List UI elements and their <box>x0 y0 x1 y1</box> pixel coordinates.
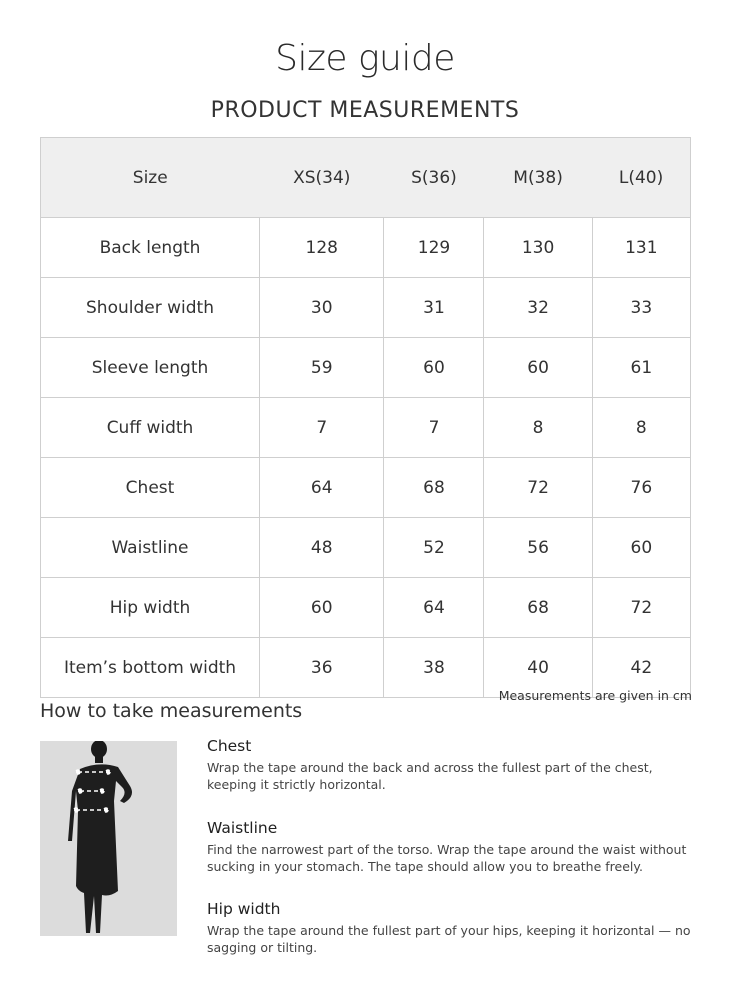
table-row: Sleeve length 59 60 60 61 <box>40 337 692 398</box>
row-label: Cuff width <box>40 397 260 458</box>
table-cell: 64 <box>383 577 485 638</box>
page-title: Size guide <box>275 38 455 79</box>
row-label: Hip width <box>40 577 260 638</box>
howto-heading: How to take measurements <box>40 700 303 722</box>
table-cell: 8 <box>591 397 692 458</box>
table-row: Shoulder width 30 31 32 33 <box>40 277 692 338</box>
instruction-title: Chest <box>207 737 252 755</box>
table-row: Item’s bottom width 36 38 40 42 <box>40 637 692 698</box>
table-cell: 52 <box>383 517 485 578</box>
table-cell: 60 <box>258 577 385 638</box>
column-header: S(36) <box>383 137 484 218</box>
table-cell: 72 <box>483 457 593 518</box>
table-row: Back length 128 129 130 131 <box>40 217 692 278</box>
table-cell: 60 <box>591 517 692 578</box>
table-cell: 7 <box>383 397 485 458</box>
table-cell: 32 <box>483 277 593 338</box>
instruction-title: Hip width <box>207 900 281 918</box>
table-cell: 64 <box>258 457 385 518</box>
column-header: L(40) <box>592 137 692 218</box>
row-label: Item’s bottom width <box>40 637 260 698</box>
unit-note: Measurements are given in cm <box>498 688 692 703</box>
table-cell: 33 <box>591 277 692 338</box>
table-cell: 31 <box>383 277 485 338</box>
instruction-waistline: Waistline Find the narrowest part of the… <box>207 819 697 875</box>
table-cell: 68 <box>383 457 485 518</box>
row-label: Waistline <box>40 517 260 578</box>
table-cell: 60 <box>483 337 593 398</box>
instruction-text: Find the narrowest part of the torso. Wr… <box>207 842 687 874</box>
table-cell: 68 <box>483 577 593 638</box>
table-row: Waistline 48 52 56 60 <box>40 517 692 578</box>
table-cell: 56 <box>483 517 593 578</box>
column-header: M(38) <box>483 137 593 218</box>
table-cell: 130 <box>483 217 593 278</box>
instruction-chest: Chest Wrap the tape around the back and … <box>207 737 697 793</box>
column-header: Size <box>40 137 260 218</box>
table-cell: 128 <box>258 217 385 278</box>
table-cell: 30 <box>258 277 385 338</box>
section-subtitle: PRODUCT MEASUREMENTS <box>210 98 520 123</box>
column-header: XS(34) <box>259 137 384 218</box>
table-cell: 38 <box>383 637 485 698</box>
table-cell: 42 <box>591 637 692 698</box>
table-row: Hip width 60 64 68 72 <box>40 577 692 638</box>
table-cell: 76 <box>591 457 692 518</box>
table-cell: 129 <box>383 217 485 278</box>
table-cell: 36 <box>258 637 385 698</box>
table-cell: 8 <box>483 397 593 458</box>
table-row: Cuff width 7 7 8 8 <box>40 397 692 458</box>
row-label: Sleeve length <box>40 337 260 398</box>
table-cell: 7 <box>258 397 385 458</box>
size-table: Size XS(34) S(36) M(38) L(40) Back length 128… <box>40 137 692 698</box>
table-cell: 60 <box>383 337 485 398</box>
instruction-text: Wrap the tape around the fullest part of… <box>207 923 691 955</box>
row-label: Chest <box>40 457 260 518</box>
instruction-title: Waistline <box>207 819 278 837</box>
table-cell: 59 <box>258 337 385 398</box>
table-cell: 40 <box>483 637 593 698</box>
model-figure-image <box>40 740 177 936</box>
table-cell: 131 <box>591 217 692 278</box>
table-header-row: Size XS(34) S(36) M(38) L(40) <box>40 137 692 218</box>
table-cell: 48 <box>258 517 385 578</box>
instruction-hip-width: Hip width Wrap the tape around the fulle… <box>207 900 697 956</box>
table-row: Chest 64 68 72 76 <box>40 457 692 518</box>
table-cell: 72 <box>591 577 692 638</box>
row-label: Shoulder width <box>40 277 260 338</box>
table-cell: 61 <box>591 337 692 398</box>
row-label: Back length <box>40 217 260 278</box>
instruction-text: Wrap the tape around the back and across… <box>207 760 653 792</box>
